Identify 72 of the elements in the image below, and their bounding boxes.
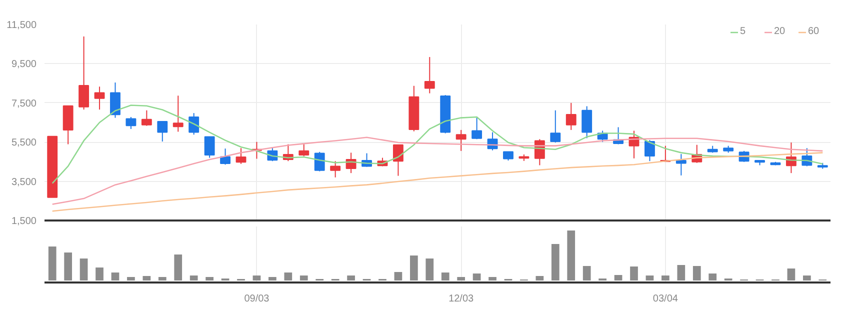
bar [472, 274, 481, 280]
candlestick [298, 144, 310, 157]
y-tick-label: 9,500 [11, 59, 37, 70]
candlestick [424, 56, 435, 94]
candlestick [110, 82, 120, 118]
bar [206, 277, 214, 280]
bar [394, 272, 402, 280]
bar [300, 276, 308, 280]
candlestick [314, 151, 325, 172]
bar [708, 274, 717, 280]
bar [551, 244, 560, 280]
y-tick-label: 1,500 [11, 216, 37, 227]
candlestick [566, 102, 576, 130]
bar [582, 266, 591, 280]
y-tick-label: 5,500 [11, 138, 37, 149]
x-tick-label: 09/03 [244, 294, 270, 304]
candlestick [550, 110, 561, 143]
bar [787, 268, 796, 280]
bar [488, 277, 496, 280]
x-tick-label: 12/03 [448, 294, 474, 304]
bar [142, 276, 151, 280]
bar [64, 252, 72, 280]
candlestick [78, 36, 90, 110]
candlestick [141, 110, 152, 126]
bar [677, 265, 686, 280]
bar [567, 230, 576, 280]
candlestick [94, 86, 105, 110]
legend-label: 5 [740, 26, 747, 37]
bar [111, 272, 120, 280]
bar [347, 276, 355, 280]
bar [646, 276, 654, 280]
bar [802, 276, 811, 280]
bar [426, 258, 434, 280]
candlestick [220, 148, 230, 166]
bar [457, 277, 466, 280]
bar [80, 258, 88, 280]
y-tick-label: 3,500 [11, 176, 37, 188]
bar [536, 276, 544, 280]
bar [190, 276, 198, 280]
bar [410, 256, 418, 280]
candlestick [172, 95, 184, 132]
bar [268, 277, 276, 280]
candlestick [126, 116, 136, 130]
candlestick [236, 148, 246, 164]
candlestick [392, 144, 404, 176]
y-tick-label: 7,500 [11, 98, 37, 110]
bar [174, 254, 182, 280]
legend-label: 60 [808, 26, 820, 37]
candlestick [204, 136, 215, 158]
candlestick [676, 154, 686, 176]
bar [284, 272, 292, 280]
candlestick [582, 106, 592, 139]
x-tick-label: 03/04 [652, 294, 678, 304]
bar [48, 246, 56, 280]
candlestick [472, 117, 482, 140]
bar [662, 276, 670, 280]
legend-label: 20 [774, 26, 786, 37]
bar [96, 268, 104, 280]
bar [441, 272, 450, 280]
bar [252, 276, 261, 280]
candlestick [157, 121, 168, 142]
candlestick [330, 160, 341, 178]
bar [692, 266, 701, 280]
bar [614, 275, 622, 280]
candlestick [456, 129, 466, 152]
bar [630, 266, 638, 280]
bar [158, 277, 166, 280]
line-series [52, 152, 824, 212]
bar [127, 277, 135, 280]
candlestick [188, 112, 200, 136]
candlestick [644, 140, 655, 162]
y-tick-label: 11,500 [6, 20, 37, 31]
